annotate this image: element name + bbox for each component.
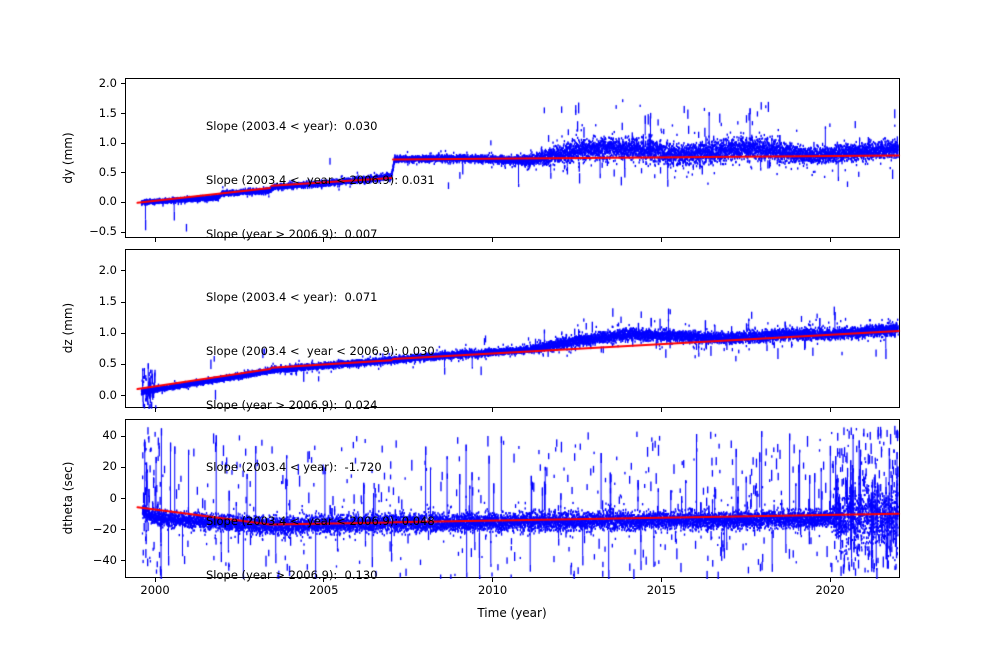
y-tick-mark bbox=[121, 466, 125, 468]
y-tick-label: 0.5 bbox=[98, 164, 117, 179]
y-tick-mark bbox=[121, 395, 125, 397]
y-tick-label: 2.0 bbox=[98, 75, 117, 90]
y-tick-mark bbox=[121, 201, 125, 203]
panel-dy-annotations: Slope (2003.4 < year): 0.030 Slope (2003… bbox=[206, 81, 435, 279]
x-axis-label: Time (year) bbox=[477, 606, 547, 620]
x-tick-mark bbox=[660, 408, 662, 412]
x-tick-mark bbox=[829, 238, 831, 242]
annotation-line: Slope (year > 2006.9): 0.024 bbox=[206, 398, 378, 412]
panel-dz: Slope (2003.4 < year): 0.071 Slope (2003… bbox=[125, 249, 901, 412]
annotation-line: Slope (year > 2006.9): 0.007 bbox=[206, 227, 378, 241]
y-tick-mark bbox=[121, 231, 125, 233]
x-tick-mark bbox=[323, 238, 325, 242]
panel-dtheta-annotations: Slope (2003.4 < year): -1.720 Slope (200… bbox=[206, 422, 435, 620]
y-tick-mark bbox=[121, 332, 125, 334]
annotation-line: Slope (2003.4 < year): 0.071 bbox=[206, 290, 378, 304]
y-tick-label: 20 bbox=[102, 459, 117, 474]
y-tick-label: 0.5 bbox=[98, 356, 117, 371]
panel-dtheta: Slope (2003.4 < year): -1.720 Slope (200… bbox=[125, 419, 901, 582]
y-tick-label: 1.0 bbox=[98, 325, 117, 340]
annotation-line: Slope (year > 2006.9): 0.130 bbox=[206, 568, 378, 582]
x-tick-mark bbox=[829, 578, 831, 582]
y-tick-mark bbox=[121, 83, 125, 85]
panel-dz-annotations: Slope (2003.4 < year): 0.071 Slope (2003… bbox=[206, 252, 435, 450]
x-tick-mark bbox=[154, 238, 156, 242]
y-tick-mark bbox=[121, 529, 125, 531]
panel-dy-canvas bbox=[126, 79, 901, 239]
y-tick-mark bbox=[121, 142, 125, 144]
y-tick-label: −20 bbox=[92, 521, 117, 536]
x-tick-label: 2020 bbox=[815, 583, 845, 597]
x-tick-label: 2005 bbox=[309, 583, 339, 597]
x-tick-mark bbox=[154, 578, 156, 582]
y-tick-mark bbox=[121, 113, 125, 115]
y-tick-mark bbox=[121, 560, 125, 562]
panel-dy: Slope (2003.4 < year): 0.030 Slope (2003… bbox=[125, 78, 901, 241]
x-tick-mark bbox=[323, 408, 325, 412]
x-tick-mark bbox=[492, 408, 494, 412]
x-tick-mark bbox=[323, 578, 325, 582]
x-tick-mark bbox=[492, 238, 494, 242]
y-tick-mark bbox=[121, 435, 125, 437]
y-tick-label: 40 bbox=[102, 428, 117, 443]
annotation-line: Slope (2003.4 < year < 2006.9): 0.031 bbox=[206, 173, 435, 187]
y-tick-label: 1.0 bbox=[98, 135, 117, 150]
annotation-line: Slope (2003.4 < year): 0.030 bbox=[206, 119, 378, 133]
y-tick-label: −40 bbox=[92, 552, 117, 567]
x-tick-label: 2010 bbox=[477, 583, 508, 597]
y-tick-label: 0.0 bbox=[98, 194, 117, 209]
y-tick-label: 2.0 bbox=[98, 262, 117, 277]
y-tick-mark bbox=[121, 498, 125, 499]
panel-dz-canvas bbox=[126, 250, 901, 409]
x-tick-label: 2015 bbox=[646, 583, 676, 597]
y-tick-label: −0.5 bbox=[89, 224, 117, 239]
annotation-line: Slope (2003.4 < year < 2006.9): 0.030 bbox=[206, 344, 435, 358]
x-tick-mark bbox=[660, 578, 662, 582]
panel-dtheta-canvas bbox=[126, 420, 901, 579]
x-tick-label: 2000 bbox=[140, 583, 170, 597]
x-tick-mark bbox=[660, 238, 662, 242]
y-tick-mark bbox=[121, 172, 125, 174]
y-tick-label: 0 bbox=[109, 490, 117, 505]
x-tick-mark bbox=[492, 578, 494, 582]
annotation-line: Slope (2003.4 < year < 2006.9): 0.048 bbox=[206, 514, 435, 528]
y-tick-mark bbox=[121, 301, 125, 303]
y-tick-label: 1.5 bbox=[98, 294, 117, 308]
y-tick-mark bbox=[121, 363, 125, 365]
y-tick-label: 0.0 bbox=[98, 387, 117, 402]
y-tick-label: 1.5 bbox=[98, 105, 117, 120]
x-tick-mark bbox=[154, 408, 156, 412]
x-tick-mark bbox=[829, 408, 831, 412]
annotation-line: Slope (2003.4 < year): -1.720 bbox=[206, 460, 382, 474]
y-tick-mark bbox=[121, 270, 125, 272]
